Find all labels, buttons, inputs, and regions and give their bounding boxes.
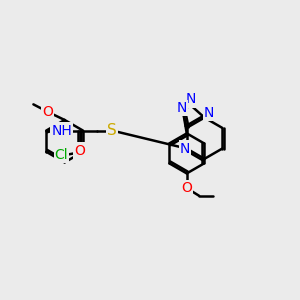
Text: O: O: [42, 105, 53, 119]
Text: O: O: [181, 181, 192, 195]
Text: N: N: [185, 92, 196, 106]
Text: O: O: [74, 144, 85, 158]
Text: N: N: [204, 106, 214, 120]
Text: N: N: [177, 101, 187, 115]
Text: Cl: Cl: [55, 148, 68, 162]
Text: S: S: [107, 123, 117, 138]
Text: N: N: [180, 142, 190, 155]
Text: NH: NH: [51, 124, 72, 138]
